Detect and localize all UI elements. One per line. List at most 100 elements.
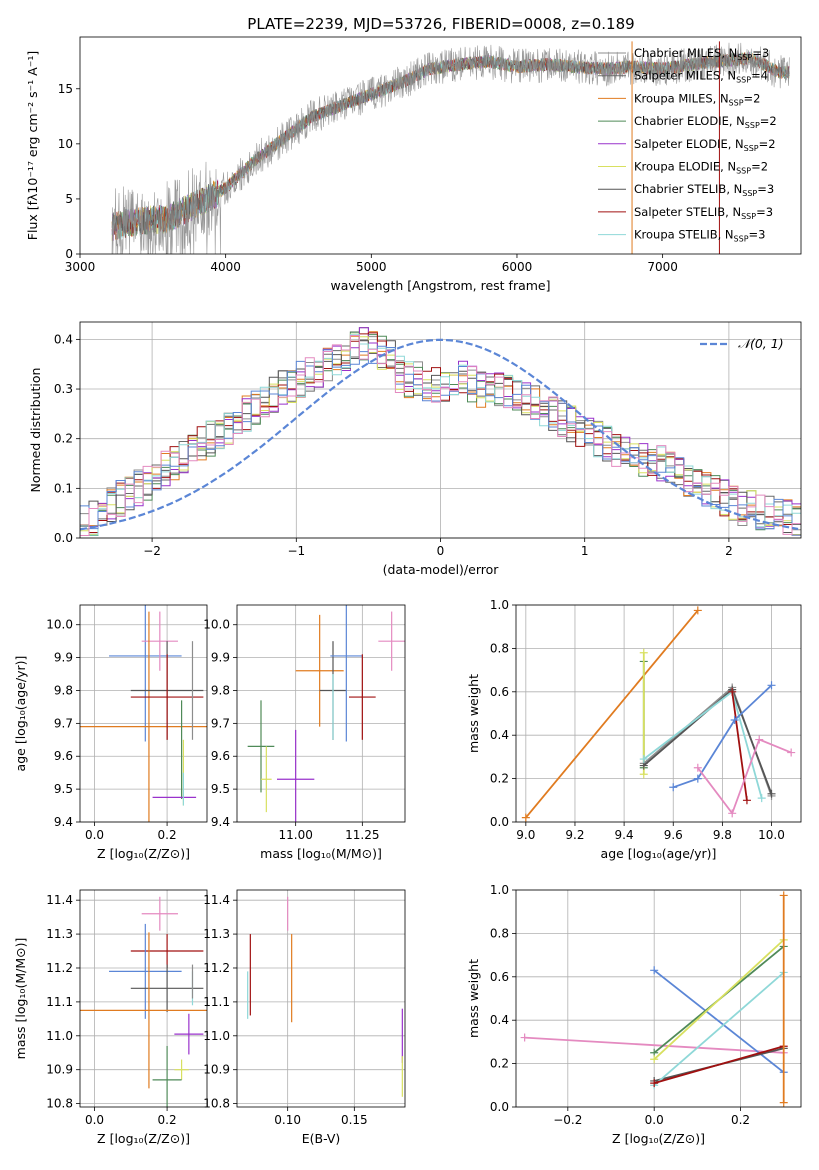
- age-vs-mass-xtick-label: 11.25: [345, 828, 379, 842]
- spectrum-xlabel: wavelength [Angstrom, rest frame]: [330, 278, 550, 293]
- mass-vs-z-ylabel: mass [log₁₀(M/M⊙)]: [13, 938, 28, 1060]
- age-vs-mass-ytick-label: 9.8: [211, 683, 230, 697]
- mass-weight-vs-age-marker: [730, 716, 739, 725]
- spectrum-ytick-label: 0: [65, 247, 73, 261]
- age-vs-z-xtick-label: 0.2: [158, 828, 177, 842]
- mass-vs-z-ytick-label: 10.9: [46, 1063, 73, 1077]
- mass-vs-z-ytick-label: 11.4: [46, 893, 73, 907]
- hist-ytick-label: 0.3: [54, 382, 73, 396]
- mass-weight-vs-age-marker: [757, 794, 766, 803]
- mass-weight-vs-age-series: [521, 606, 796, 822]
- mass-weight-vs-z-marker: [650, 1079, 659, 1088]
- mass-weight-vs-z-marker: [650, 1055, 659, 1064]
- age-vs-z-frame: [79, 604, 208, 823]
- mass-weight-vs-z-line: [653, 971, 785, 1086]
- age-vs-mass-ytick-label: 10.0: [203, 618, 230, 632]
- age-vs-z-ytick-label: 9.9: [54, 651, 73, 665]
- mass-weight-vs-age-line: [643, 688, 773, 795]
- spectrum-line-chabrier-miles: [111, 42, 790, 254]
- spectrum-xtick-label: 3000: [65, 260, 96, 274]
- mass-weight-vs-age-ytick-label: 0.8: [490, 641, 509, 655]
- mass-weight-vs-age-marker: [639, 770, 648, 779]
- age-vs-mass-ytick-label: 9.4: [211, 815, 230, 829]
- mass-weight-vs-age-xtick-label: 9.2: [565, 828, 584, 842]
- spectrum-legend-entry: Salpeter STELIB, NSSP=3: [634, 205, 773, 221]
- mass-weight-vs-age-marker: [521, 813, 530, 822]
- figure-title: PLATE=2239, MJD=53726, FIBERID=0008, z=0…: [247, 15, 634, 33]
- spectrum-legend-entry: Salpeter MILES, NSSP=4: [634, 69, 768, 85]
- mass-weight-vs-z-line: [653, 1045, 784, 1084]
- age-vs-z-ytick-label: 9.6: [54, 749, 73, 763]
- hist-step-pink: [80, 335, 801, 538]
- age-vs-z-xlabel: Z [log₁₀(Z/Z⊙)]: [97, 846, 190, 861]
- mass-vs-ebv-ytick-label: 11.2: [203, 961, 230, 975]
- hist-step-salpeter-stelib: [80, 332, 801, 538]
- mass-weight-vs-age-marker: [787, 748, 796, 757]
- age-vs-z-ylabel: age [log₁₀(age/yr)]: [13, 656, 28, 772]
- mass-vs-z-xtick-label: 0.2: [158, 1113, 177, 1127]
- mass-weight-vs-age-xtick-label: 9.4: [615, 828, 634, 842]
- age-vs-z-ytick-label: 9.4: [54, 815, 73, 829]
- mass-vs-ebv-ytick-label: 10.9: [203, 1063, 230, 1077]
- mass-weight-vs-age-marker: [669, 783, 678, 792]
- hist-ytick-label: 0.4: [54, 332, 73, 346]
- mass-weight-vs-age-xtick-label: 10.0: [758, 828, 785, 842]
- age-vs-mass-frame: [236, 604, 406, 823]
- age-vs-mass-ytick-label: 9.6: [211, 749, 230, 763]
- age-vs-z-ytick-label: 10.0: [46, 618, 73, 632]
- mass-vs-ebv-ytick-label: 11.1: [203, 995, 230, 1009]
- mass-weight-vs-age-marker: [693, 763, 702, 772]
- hist-ytick-label: 0.0: [54, 531, 73, 545]
- age-vs-z-ytick-label: 9.8: [54, 683, 73, 697]
- hist-xlabel: (data-model)/error: [383, 562, 500, 577]
- mass-weight-vs-age-marker: [767, 789, 776, 798]
- age-vs-z-ytick-label: 9.7: [54, 716, 73, 730]
- hist-legend-label: 𝒩(0, 1): [738, 336, 784, 351]
- age-vs-mass-ytick-label: 9.5: [211, 782, 230, 796]
- mass-weight-vs-age-line: [525, 609, 699, 819]
- hist-xtick-label: −1: [287, 544, 305, 558]
- hist-xtick-label: 1: [581, 544, 589, 558]
- mass-weight-vs-age-ytick-label: 1.0: [490, 598, 509, 612]
- age-vs-z-points: [80, 605, 207, 822]
- mass-vs-ebv-ytick-label: 10.8: [203, 1097, 230, 1111]
- mass-vs-ebv-points: [247, 896, 403, 1097]
- mass-vs-ebv-ytick-label: 11.3: [203, 927, 230, 941]
- mass-weight-vs-age-xtick-label: 9.6: [664, 828, 683, 842]
- mass-vs-ebv-ytick-label: 11.0: [203, 1029, 230, 1043]
- age-vs-mass-ytick-label: 9.7: [211, 716, 230, 730]
- spectrum-legend-entry: Chabrier STELIB, NSSP=3: [634, 182, 774, 198]
- mass-weight-vs-age-marker: [639, 755, 648, 764]
- spectrum-legend-entry: Salpeter ELODIE, NSSP=2: [634, 137, 776, 153]
- hist-xtick-label: −2: [143, 544, 161, 558]
- mass-weight-vs-z-line: [524, 1036, 784, 1054]
- hist-steps: [80, 327, 801, 538]
- hist-gaussian-curve: [80, 338, 799, 531]
- spectrum-xtick-label: 6000: [502, 260, 533, 274]
- mass-weight-vs-z-xlabel: Z [log₁₀(Z/Z⊙)]: [612, 1131, 705, 1146]
- hist-ytick-label: 0.2: [54, 432, 73, 446]
- mass-weight-vs-z-line: [653, 939, 785, 1060]
- mass-weight-vs-age-marker: [693, 606, 702, 615]
- age-vs-mass-xlabel: mass [log₁₀(M/M⊙)]: [260, 846, 382, 861]
- mass-weight-vs-z-frame: [515, 889, 802, 1108]
- mass-weight-vs-z-ytick-label: 0.2: [490, 1057, 509, 1071]
- spectrum-legend-entry: Chabrier ELODIE, NSSP=2: [634, 114, 777, 130]
- age-vs-z-ytick-label: 9.5: [54, 782, 73, 796]
- hist-xtick-label: 2: [725, 544, 733, 558]
- mass-vs-z-ytick-label: 11.2: [46, 961, 73, 975]
- spectrum-xtick-label: 7000: [647, 260, 678, 274]
- mass-weight-vs-age-marker: [728, 809, 737, 818]
- age-vs-mass-ytick-label: 9.9: [211, 651, 230, 665]
- mass-weight-vs-age-ylabel: mass weight: [466, 674, 481, 753]
- spectrum-legend-entry: Kroupa STELIB, NSSP=3: [634, 228, 765, 244]
- mass-weight-vs-z-xtick-label: 0.0: [645, 1113, 664, 1127]
- mass-weight-vs-age-marker: [639, 648, 648, 657]
- mass-vs-ebv-frame: [236, 889, 406, 1108]
- mass-weight-vs-z-ytick-label: 0.6: [490, 970, 509, 984]
- mass-vs-z-ytick-label: 11.0: [46, 1029, 73, 1043]
- mass-vs-z-points: [80, 896, 207, 1107]
- mass-weight-vs-z-ytick-label: 0.4: [490, 1013, 509, 1027]
- spectrum-ylabel: Flux [fλ10⁻¹⁷ erg cm⁻² s⁻¹ A⁻¹]: [25, 51, 40, 240]
